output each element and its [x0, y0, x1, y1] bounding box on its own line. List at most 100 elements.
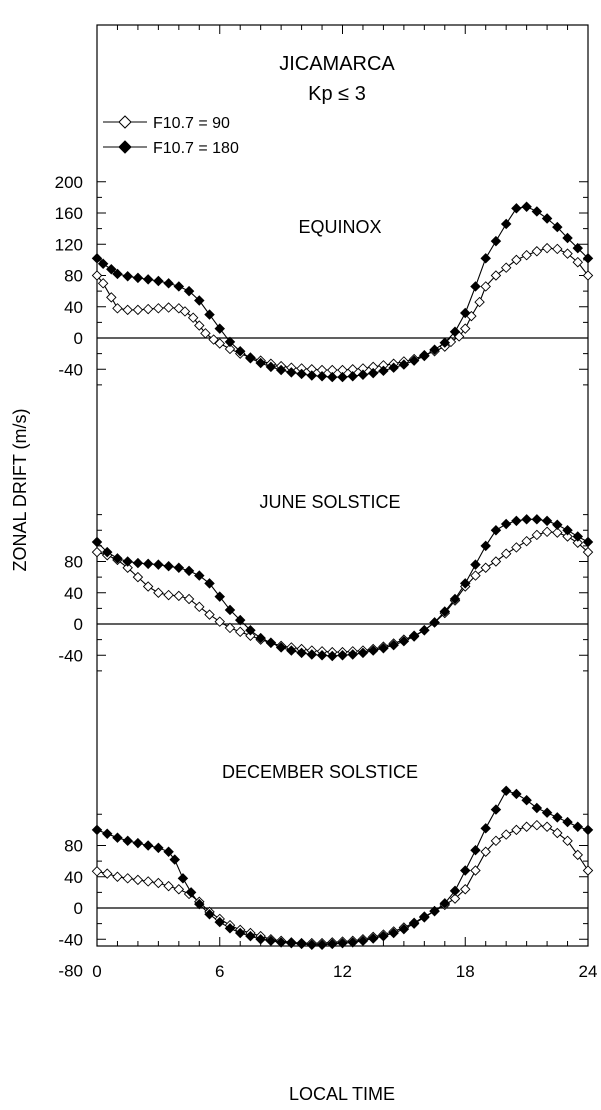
data-point-f180	[408, 918, 420, 929]
data-point-f180	[582, 253, 594, 264]
data-point-f90	[449, 893, 461, 904]
data-point-f180	[183, 285, 195, 297]
data-point-f180	[582, 824, 594, 836]
data-point-f90	[474, 296, 485, 308]
data-point-f90	[142, 303, 154, 315]
data-point-f90	[132, 304, 144, 316]
data-point-f180	[460, 578, 471, 589]
data-point-f180	[142, 558, 154, 570]
data-point-f180	[562, 525, 573, 536]
data-point-f180	[490, 804, 502, 815]
data-point-f180	[500, 518, 512, 530]
series-line-december-f180	[96, 790, 589, 946]
x-axis-title: LOCAL TIME	[289, 1084, 395, 1104]
x-tick-label: 6	[215, 962, 224, 981]
legend-label-open: F10.7 = 90	[153, 115, 230, 132]
plot-frame	[96, 24, 589, 947]
data-point-f180	[91, 536, 103, 548]
data-point-f90	[500, 548, 512, 559]
data-point-f90	[91, 866, 103, 877]
data-point-f90	[582, 865, 594, 876]
data-point-f180	[316, 650, 328, 661]
data-point-f180	[224, 336, 236, 348]
data-point-f180	[204, 578, 215, 589]
data-point-f180	[185, 887, 197, 898]
data-point-f90	[224, 622, 236, 634]
data-point-f90	[460, 323, 471, 334]
data-point-f180	[91, 824, 103, 836]
data-point-f90	[153, 303, 164, 314]
data-point-f180	[234, 927, 246, 939]
data-point-f180	[132, 272, 144, 284]
data-point-f180	[449, 593, 461, 605]
data-point-f90	[480, 281, 491, 292]
data-point-f180	[296, 647, 307, 659]
data-point-f90	[122, 873, 133, 884]
data-point-f180	[511, 788, 522, 800]
data-point-f90	[490, 835, 502, 847]
data-point-f90	[470, 865, 481, 876]
data-point-f180	[552, 812, 563, 823]
data-point-f90	[214, 616, 225, 627]
data-point-f180	[204, 909, 215, 920]
data-point-f90	[511, 254, 522, 266]
data-point-f180	[153, 559, 164, 570]
data-point-f180	[132, 837, 144, 849]
data-point-f90	[208, 334, 219, 345]
y-tick-label: 80	[64, 553, 83, 572]
data-point-f180	[470, 281, 481, 292]
data-point-f90	[490, 556, 502, 567]
data-point-f90	[187, 312, 199, 323]
data-point-f180	[439, 898, 451, 909]
data-point-f180	[194, 570, 205, 581]
data-point-f180	[327, 650, 338, 662]
data-point-f180	[169, 854, 180, 865]
data-point-f90	[122, 304, 133, 316]
data-point-f90	[179, 306, 191, 317]
data-point-f90	[531, 529, 543, 541]
data-point-f90	[541, 242, 553, 254]
data-point-f180	[122, 556, 133, 567]
data-point-f90	[183, 593, 195, 605]
data-point-f180	[357, 369, 369, 380]
data-point-f180	[367, 367, 379, 379]
panel-label-equinox: EQUINOX	[298, 217, 381, 237]
data-point-f180	[101, 546, 113, 558]
data-point-f180	[470, 844, 481, 856]
data-point-f90	[97, 278, 109, 289]
data-point-f180	[132, 557, 144, 569]
data-point-f90	[194, 601, 205, 613]
data-point-f90	[214, 338, 225, 349]
data-point-f180	[541, 807, 553, 818]
y-tick-label: 40	[64, 298, 83, 317]
y-tick-label: -40	[58, 930, 83, 949]
data-point-f90	[122, 562, 133, 573]
data-point-f180	[347, 371, 358, 382]
data-point-f180	[367, 645, 379, 656]
data-point-f90	[552, 243, 563, 255]
data-point-f180	[490, 525, 502, 536]
data-point-f180	[296, 368, 307, 380]
data-point-f90	[200, 328, 211, 339]
data-point-f90	[153, 877, 164, 889]
data-point-f180	[521, 794, 532, 806]
data-point-f180	[357, 647, 369, 659]
data-point-f180	[153, 275, 164, 287]
data-point-f90	[500, 829, 512, 840]
data-point-f180	[582, 536, 594, 548]
data-point-f180	[214, 591, 225, 602]
data-point-f90	[562, 835, 573, 847]
y-axis-title: ZONAL DRIFT (m/s)	[10, 409, 30, 572]
data-point-f180	[552, 221, 563, 233]
data-point-f180	[265, 935, 277, 947]
y-tick-label: -40	[58, 646, 83, 665]
data-point-f180	[97, 258, 109, 270]
y-tick-label: 160	[55, 204, 83, 223]
data-point-f180	[106, 264, 117, 275]
data-point-f180	[511, 203, 522, 214]
data-point-f180	[429, 617, 440, 628]
data-point-f90	[552, 827, 563, 839]
data-point-f180	[122, 835, 133, 847]
data-point-f90	[582, 270, 594, 281]
data-point-f180	[296, 938, 307, 950]
